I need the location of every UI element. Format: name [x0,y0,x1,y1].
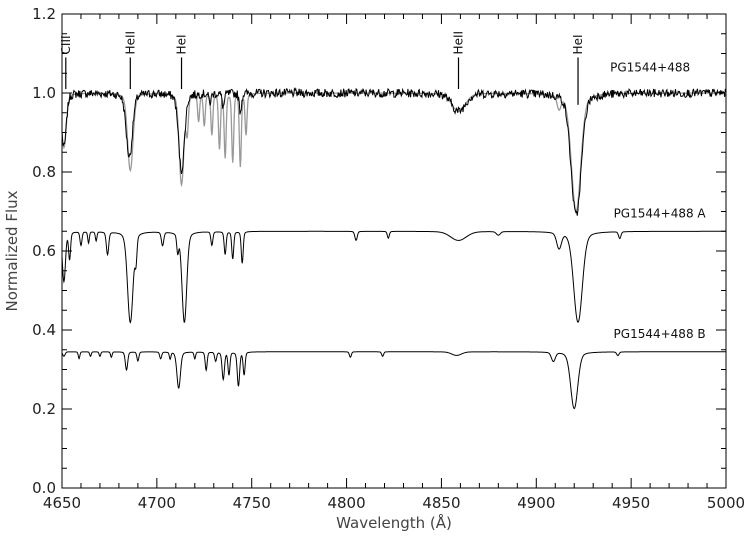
y-tick-label: 0.2 [32,400,56,418]
spectrum-line-observed [61,87,726,216]
x-tick-label: 4800 [327,494,365,512]
line-id-label: HeII [123,31,137,54]
x-tick-label: 4750 [233,494,271,512]
y-axis-title: Normalized Flux [3,190,21,311]
line-id-label: CIII [59,35,73,54]
series-label: PG1544+488 A [614,206,707,220]
line-id-label: HeI [571,34,585,54]
spectrum-line-component-b [61,351,726,410]
x-tick-label: 4850 [422,494,460,512]
plot-area [61,87,726,410]
line-id-label: HeI [175,34,189,54]
x-tick-label: 4650 [43,494,81,512]
axes: 4650 4700 4750 4800 4850 4900 4950 5000 0.0 0.2 0.… [32,5,745,512]
y-tick-label: 0.8 [32,163,56,181]
x-tick-label: 5000 [707,494,745,512]
model-fit-line [61,92,726,213]
y-tick-label: 1.2 [32,5,56,23]
x-tick-label: 4700 [138,494,176,512]
y-tick-label: 0.0 [32,479,56,497]
spectrum-line-component-a [61,230,726,324]
series-label: PG1544+488 [610,60,690,74]
x-tick-label: 4900 [517,494,555,512]
x-tick-label: 4950 [612,494,650,512]
line-id-label: HeII [452,31,466,54]
y-tick-label: 0.6 [32,242,56,260]
labels: Wavelength (Å) Normalized Flux PG1544+488 P… [3,31,706,532]
y-tick-label: 0.4 [32,321,56,339]
x-axis-title: Wavelength (Å) [336,513,452,532]
plot-frame [61,13,727,489]
y-tick-label: 1.0 [32,84,56,102]
series-label: PG1544+488 B [614,327,706,341]
